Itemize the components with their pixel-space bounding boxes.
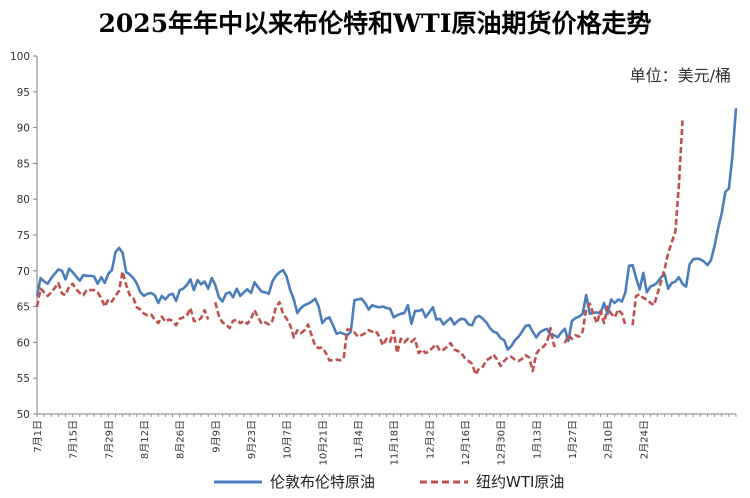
y-tick-label: 100 xyxy=(10,51,30,63)
y-tick-label: 70 xyxy=(17,266,30,278)
x-tick-label: 7月1日 xyxy=(32,420,44,453)
x-tick-label: 9月23日 xyxy=(246,420,258,459)
x-tick-label: 10月21日 xyxy=(317,420,329,465)
y-tick-label: 50 xyxy=(17,409,30,421)
y-tick-label: 80 xyxy=(17,194,30,206)
x-tick-label: 2月24日 xyxy=(638,420,650,459)
x-tick-label: 10月7日 xyxy=(282,420,294,459)
series-line-wti xyxy=(35,270,210,327)
x-axis: 7月1日 7月15日 7月29日 8月12日 8月26日 9月9日 9月23日 10月7日 10… xyxy=(32,413,737,465)
x-tick-label: 7月29日 xyxy=(103,420,115,459)
y-tick-label: 95 xyxy=(17,87,30,99)
series-line-brent xyxy=(35,108,738,351)
x-tick-label: 11月4日 xyxy=(353,420,365,459)
x-tick-label: 8月26日 xyxy=(175,420,187,459)
series-line-wti xyxy=(631,120,684,326)
y-tick-label: 75 xyxy=(17,230,30,242)
x-tick-label: 8月12日 xyxy=(139,420,151,459)
unit-label: 单位：美元/桶 xyxy=(630,66,731,85)
series-line-wti xyxy=(214,301,558,376)
y-tick-label: 85 xyxy=(17,158,30,170)
series-line-wti xyxy=(563,302,627,344)
y-axis: 50 55 60 65 70 75 80 85 90 95 100 xyxy=(10,51,38,421)
legend-label-wti: 纽约WTI原油 xyxy=(476,473,564,491)
x-tick-label: 12月16日 xyxy=(460,420,472,465)
chart-title: 2025年年中以来布伦特和WTI原油期货价格走势 xyxy=(99,9,652,38)
x-tick-label: 11月18日 xyxy=(389,420,401,465)
x-tick-label: 1月13日 xyxy=(531,420,543,459)
series-lines xyxy=(35,108,738,376)
y-tick-label: 60 xyxy=(17,337,30,349)
x-tick-label: 2月10日 xyxy=(603,420,615,459)
x-tick-label: 1月27日 xyxy=(567,420,579,459)
y-tick-label: 55 xyxy=(17,373,30,385)
y-tick-label: 65 xyxy=(17,302,30,314)
x-tick-label: 9月9日 xyxy=(210,420,222,453)
x-tick-label: 12月30日 xyxy=(496,420,508,465)
legend-label-brent: 伦敦布伦特原油 xyxy=(270,473,375,491)
y-tick-label: 90 xyxy=(17,123,30,135)
legend: 伦敦布伦特原油 纽约WTI原油 xyxy=(214,473,564,491)
x-tick-label: 12月2日 xyxy=(424,420,436,459)
x-tick-label: 7月15日 xyxy=(68,420,80,459)
